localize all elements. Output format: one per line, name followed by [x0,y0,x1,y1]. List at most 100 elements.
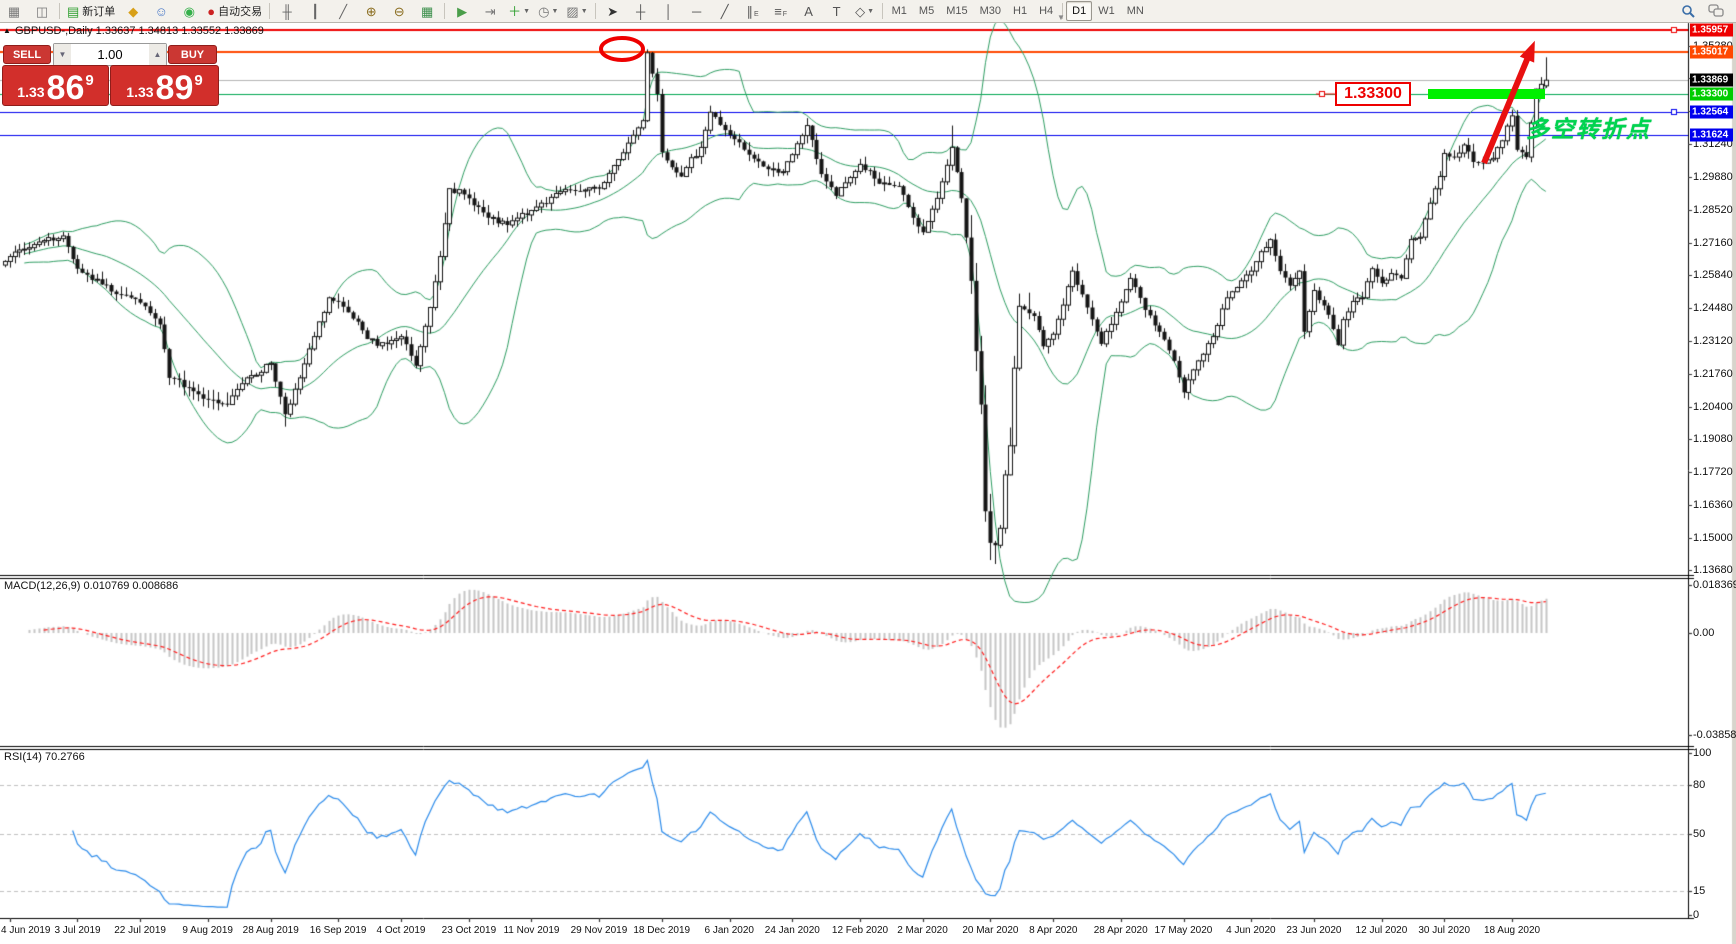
volume-input[interactable] [71,44,149,65]
resistance-price-label[interactable]: 1.33300 [1335,82,1411,106]
price-scale-tick: 1.17720 [1693,466,1733,478]
candle-chart-icon[interactable]: ┃ [302,0,328,22]
new-chart-icon: ▦ [7,3,21,19]
timeframe-m30-button[interactable]: M30 [979,5,1001,17]
price-scale-tick: 1.13680 [1693,564,1733,576]
zoom-out-icon: ⊖ [393,3,405,19]
zoom-in-icon[interactable]: ⊕ [358,0,384,22]
date-tick[interactable]: 4 Jun 2020 [1226,925,1276,936]
date-tick[interactable]: 18 Aug 2020 [1483,925,1541,936]
arrows-icon[interactable]: ◇ ▼ [855,3,875,19]
price-scale-tick: 1.16360 [1693,499,1733,511]
text-icon[interactable]: A [796,0,822,22]
new-chart-icon[interactable]: ▦ [1,0,27,22]
chat-icon[interactable] [1703,0,1729,22]
date-tick[interactable]: 16 Sep 2019 [309,925,367,936]
sell-button[interactable]: SELL [3,45,51,64]
date-tick[interactable]: 12 Jul 2020 [1355,925,1408,936]
bar-chart-icon: ╫ [282,3,292,19]
channel-icon[interactable]: ∥ E [746,3,759,19]
chart-shift-icon[interactable]: ⇥ [477,0,503,22]
tile-windows-icon[interactable]: ▦ [414,0,440,22]
date-tick[interactable]: 11 Nov 2019 [503,925,560,936]
volume-decrease-button[interactable]: ▼ [54,44,71,65]
buy-price-panel[interactable]: 1.33 89 9 [110,65,219,106]
indicators-icon[interactable]: ＋ ▼ [508,3,531,19]
buy-price-prefix: 1.33 [126,84,154,100]
price-scale-tick: 1.25840 [1693,269,1733,281]
text-label-icon: T [832,3,841,19]
date-tick[interactable]: 28 Apr 2020 [1093,925,1148,936]
date-tick[interactable]: 4 Oct 2019 [376,925,426,936]
macd-scale-tick: 0.00 [1693,627,1715,639]
date-tick[interactable]: 30 Jul 2020 [1418,925,1471,936]
date-tick[interactable]: 2 Mar 2020 [897,925,948,936]
timeframe-h1-button[interactable]: H1 [1013,5,1028,17]
zoom-out-icon[interactable]: ⊖ [386,0,412,22]
date-tick[interactable]: 20 Mar 2020 [962,925,1019,936]
date-tick[interactable]: 28 Aug 2019 [242,925,299,936]
navigator-icon[interactable]: ☺ [148,0,174,22]
signals-icon[interactable]: ◉ [176,0,202,22]
bar-chart-icon[interactable]: ╫ [274,0,300,22]
date-tick[interactable]: 3 Jul 2019 [54,925,101,936]
timeframe-mn-button[interactable]: MN [1126,5,1144,17]
toolbar-separator [444,3,446,19]
date-tick[interactable]: 4 Jun 2019 [1,925,51,936]
timeframe-h4-button[interactable]: H4 [1039,5,1054,17]
trendline-icon[interactable]: ╱ [712,0,738,22]
date-tick[interactable]: 29 Nov 2019 [570,925,628,936]
buy-button[interactable]: BUY [168,45,217,64]
price-scale-tick: 1.24480 [1693,302,1733,314]
autotrading-button[interactable]: ● 自动交易 [207,3,263,19]
macd-panel-label: MACD(12,26,9) 0.010769 0.008686 [4,580,179,592]
chart-profile-icon[interactable]: ◫ [29,0,55,22]
crosshair-icon[interactable]: ┼ [628,0,654,22]
date-tick[interactable]: 23 Oct 2019 [441,925,497,936]
price-badge: 1.35957 [1690,23,1733,37]
toolbar-separator [269,3,271,19]
text-icon: A [804,3,813,19]
periods-icon[interactable]: ◷ ▼ [538,3,559,19]
timeframe-m15-button[interactable]: M15 [946,5,968,17]
text-label-icon[interactable]: T [824,0,850,22]
date-tick[interactable]: 8 Apr 2020 [1029,925,1078,936]
vertical-line-icon[interactable]: │ [656,0,682,22]
timeframe-m1-button[interactable]: M1 [891,5,907,17]
navigator-icon: ☺ [154,3,168,19]
timeframe-m5-button[interactable]: M5 [918,5,935,17]
volume-increase-button[interactable]: ▲ [149,44,166,65]
templates-icon[interactable]: ▨ ▼ [566,3,588,19]
timeframe-d1-button[interactable]: D1 [1066,1,1093,21]
chart-profile-icon: ◫ [35,3,49,19]
date-tick[interactable]: 12 Feb 2020 [831,925,889,936]
line-chart-icon[interactable]: ╱ [330,0,356,22]
date-tick[interactable]: 23 Jun 2020 [1286,925,1342,936]
candle-chart-icon: ┃ [311,3,320,19]
support-band[interactable] [1428,89,1545,99]
fibonacci-icon[interactable]: ≡ F [774,3,788,19]
rsi-panel-label: RSI(14) 70.2766 [4,751,85,763]
new-order-button[interactable]: ▤ 新订单 [67,3,116,19]
indicators-icon: ＋ [508,3,522,19]
price-scale-tick: 1.21760 [1693,368,1733,380]
date-tick[interactable]: 9 Aug 2019 [182,925,233,936]
templates-icon: ▨ [566,3,579,19]
turning-point-note[interactable]: 多空转折点 [1526,116,1651,142]
price-badge: 1.33300 [1690,87,1733,101]
date-tick[interactable]: 6 Jan 2020 [704,925,755,936]
sell-price-panel[interactable]: 1.33 86 9 [2,65,109,106]
horizontal-line-icon: ─ [692,3,702,19]
date-tick[interactable]: 18 Dec 2019 [633,925,691,936]
timeframe-w1-button[interactable]: W1 [1098,5,1115,17]
horizontal-line-icon[interactable]: ─ [684,0,710,22]
date-tick[interactable]: 24 Jan 2020 [764,925,820,936]
auto-scroll-icon[interactable]: ▶ [449,0,475,22]
top-marker-icon: ▼ [1057,13,1065,22]
market-watch-icon[interactable]: ◆ [120,0,146,22]
date-tick[interactable]: 17 May 2020 [1154,925,1213,936]
cursor-icon[interactable]: ➤ [600,0,626,22]
search-icon[interactable] [1675,0,1701,22]
date-tick[interactable]: 22 Jul 2019 [114,925,166,936]
